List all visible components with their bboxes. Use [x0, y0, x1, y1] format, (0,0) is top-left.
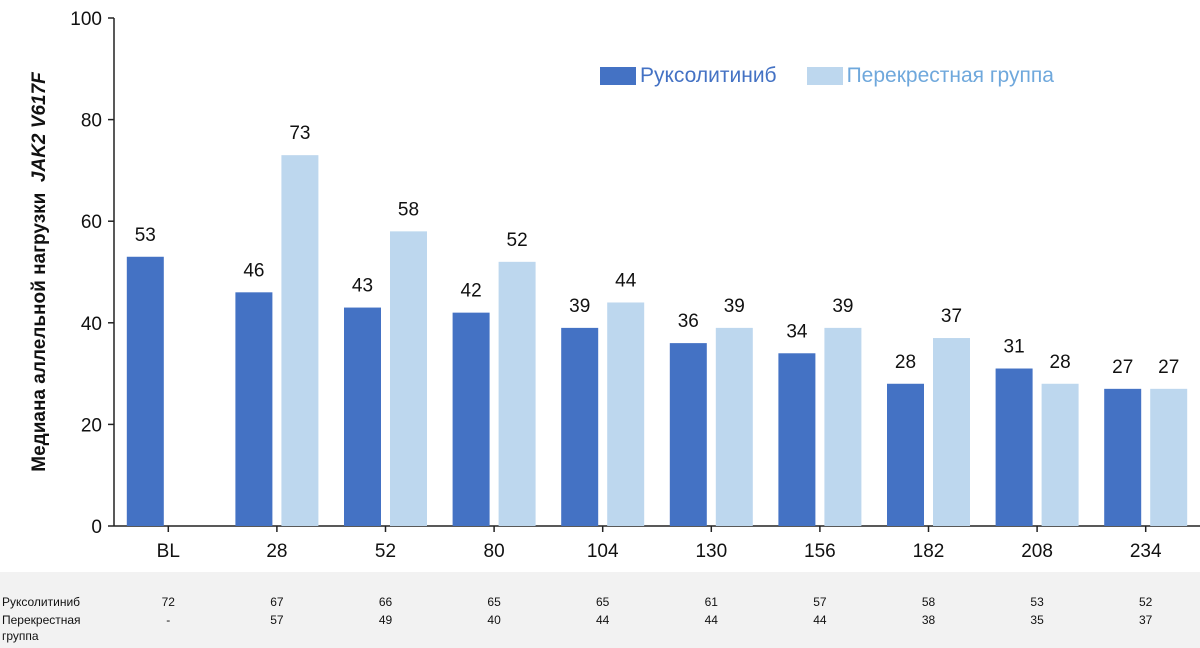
x-tick-label: 28: [266, 541, 287, 562]
legend-label-ruxolitinib: Руксолитиниб: [640, 64, 777, 87]
data-label-ruxolitinib: 42: [461, 281, 482, 302]
bar-ruxolitinib: [778, 353, 816, 526]
x-tick-label: 104: [587, 541, 619, 562]
y-axis-label-gene: JAK2 V617F: [29, 72, 50, 183]
y-tick-label: 20: [81, 415, 102, 436]
table-cell-ruxolitinib: 53: [1030, 595, 1044, 609]
bar-ruxolitinib: [452, 312, 490, 526]
data-label-crossover: 27: [1158, 357, 1179, 378]
legend-label-crossover: Перекрестная группа: [846, 64, 1054, 87]
bar-crossover: [1150, 388, 1188, 526]
bar-crossover: [824, 327, 862, 526]
bar-chart: 0 20 40 60 80 100 BL 53 28 46 73 52 43 58 80 42 52 104 39 4…: [70, 9, 1200, 562]
data-label-ruxolitinib: 27: [1112, 357, 1133, 378]
table-cell-ruxolitinib: 67: [270, 595, 284, 609]
bar-ruxolitinib: [995, 368, 1033, 526]
data-label-crossover: 28: [1050, 352, 1071, 373]
x-tick-label: 182: [913, 541, 945, 562]
table-cell-crossover: 44: [704, 613, 718, 627]
y-axis-label-main: Медиана аллельной нагрузки: [29, 192, 50, 472]
x-tick-label: 130: [695, 541, 727, 562]
data-label-crossover: 39: [724, 296, 745, 317]
bar-ruxolitinib: [344, 307, 381, 526]
data-label-crossover: 39: [832, 296, 853, 317]
table-cell-ruxolitinib: 66: [378, 595, 393, 609]
data-label-crossover: 73: [289, 123, 310, 144]
legend-item-crossover: Перекрестная группа: [806, 64, 1054, 88]
bar-ruxolitinib: [235, 292, 273, 526]
table-cell-crossover: 57: [270, 613, 284, 627]
y-tick-label: 60: [81, 212, 102, 233]
data-label-crossover: 37: [941, 306, 962, 327]
y-axis-label: Медиана аллельной нагрузки JAK2 V617F: [29, 72, 51, 472]
table-cell-crossover: 40: [487, 613, 501, 627]
bar-ruxolitinib: [669, 343, 707, 526]
data-label-ruxolitinib: 31: [1004, 337, 1025, 358]
table-row-label-crossover-line1: Перекрестная: [2, 613, 81, 627]
table-cell-crossover: 38: [921, 613, 936, 627]
table-cell-crossover: 35: [1030, 613, 1044, 627]
x-tick-label: BL: [157, 541, 180, 562]
bar-crossover: [607, 302, 645, 526]
y-tick-label: 100: [70, 9, 102, 30]
data-label-ruxolitinib: 53: [135, 225, 156, 246]
table-cell-crossover: 44: [596, 613, 610, 627]
x-tick-label: 52: [375, 541, 396, 562]
bar-ruxolitinib: [561, 327, 599, 526]
y-tick-label: 40: [81, 314, 102, 335]
table-cell-ruxolitinib: 72: [161, 595, 175, 609]
y-tick-label: 80: [81, 111, 102, 132]
bar-crossover: [933, 338, 970, 526]
legend-item-ruxolitinib: Руксолитиниб: [600, 64, 777, 88]
data-label-crossover: 52: [507, 230, 528, 251]
table-cell-ruxolitinib: 52: [1139, 595, 1153, 609]
table-cell-ruxolitinib: 65: [596, 595, 610, 609]
table-row-label-crossover-line2: группа: [2, 629, 39, 643]
x-tick-label: 156: [804, 541, 836, 562]
legend-swatch-crossover: [806, 67, 843, 85]
data-label-crossover: 58: [398, 199, 419, 220]
data-label-ruxolitinib: 43: [352, 276, 373, 297]
data-label-ruxolitinib: 34: [786, 321, 808, 342]
bar-crossover: [1041, 383, 1079, 526]
x-tick-label: 208: [1021, 541, 1053, 562]
table-cell-crossover: 44: [813, 613, 827, 627]
table-cell-crossover: -: [166, 613, 171, 627]
data-label-ruxolitinib: 36: [678, 311, 699, 332]
data-label-ruxolitinib: 39: [569, 296, 590, 317]
bar-crossover: [715, 327, 753, 526]
legend-swatch-ruxolitinib: [600, 67, 636, 85]
data-label-ruxolitinib: 46: [243, 260, 264, 281]
table-cell-ruxolitinib: 65: [487, 595, 501, 609]
bar-ruxolitinib: [887, 383, 924, 526]
table-row-label-ruxolitinib: Руксолитиниб: [2, 595, 81, 609]
table-cell-ruxolitinib: 61: [704, 595, 718, 609]
table-cell-ruxolitinib: 57: [813, 595, 827, 609]
bar-crossover: [281, 155, 319, 526]
y-tick-label: 0: [91, 517, 102, 538]
bar-crossover: [498, 261, 536, 526]
patient-count-table: Руксолитиниб 72 67 66 65 65 61 57 58 53 52 Перекр…: [0, 572, 1200, 648]
table-cell-crossover: 37: [1139, 613, 1153, 627]
bar-ruxolitinib: [126, 256, 164, 526]
bar-ruxolitinib: [1104, 388, 1142, 526]
x-tick-label: 80: [484, 541, 505, 562]
table-row-ruxolitinib: Руксолитиниб 72 67 66 65 65 61 57 58 53 52: [0, 594, 1200, 610]
table-row-crossover: Перекрестная группа - 57 49 40 44 44 44 38 35 37: [0, 612, 1200, 643]
legend: Руксолитиниб Перекрестная группа: [600, 64, 1084, 88]
x-tick-label: 234: [1130, 541, 1162, 562]
table-cell-crossover: 49: [378, 613, 393, 627]
data-label-ruxolitinib: 28: [895, 352, 916, 373]
table-cell-ruxolitinib: 58: [921, 595, 936, 609]
bar-crossover: [390, 231, 427, 527]
data-label-crossover: 44: [615, 270, 637, 291]
